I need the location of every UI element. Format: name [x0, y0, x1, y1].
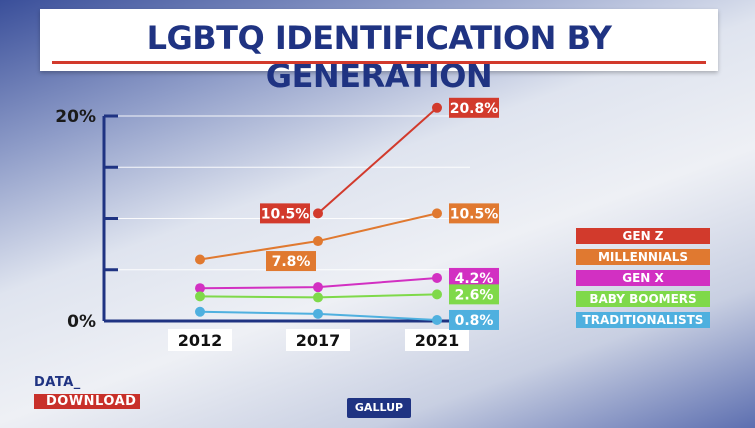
data-label-box [449, 284, 499, 305]
legend-label: BABY BOOMERS [589, 292, 696, 306]
data-point [432, 102, 442, 113]
data-label-box [449, 267, 499, 288]
data-point [313, 282, 323, 293]
x-tick-label: 2012 [178, 331, 223, 350]
legend-swatch [576, 228, 710, 244]
x-tick-label: 2017 [296, 331, 341, 350]
brand-line-2: DOWNLOAD [34, 394, 141, 409]
data-point [432, 208, 442, 219]
data-point [313, 208, 323, 219]
data-label: 10.5% [261, 206, 310, 222]
data-point [432, 289, 442, 300]
data-label: 20.8% [450, 101, 499, 117]
data-label: 10.5% [450, 206, 499, 222]
legend-label: MILLENNIALS [598, 250, 688, 264]
x-tick-label-box [168, 329, 232, 351]
data-point [195, 283, 205, 294]
data-label-box [449, 97, 499, 118]
data-label: 0.8% [455, 313, 494, 329]
data-point [195, 291, 205, 302]
y-tick-label: 20% [55, 107, 96, 127]
legend-swatch [576, 291, 710, 307]
data-label-box [449, 203, 499, 224]
data-point [313, 308, 323, 319]
data-point [313, 236, 323, 247]
legend-label: GEN Z [623, 229, 664, 243]
x-tick-label: 2021 [415, 331, 460, 350]
data-point [195, 254, 205, 265]
data-point [432, 272, 442, 283]
source-badge: GALLUP [347, 398, 411, 418]
title-underline [52, 61, 706, 64]
legend-label: GEN X [622, 271, 664, 285]
data-label: 7.8% [272, 254, 311, 270]
data-label-box [266, 251, 316, 272]
series-line [317, 107, 438, 215]
brand-line-1: DATA_ [34, 375, 81, 390]
legend-swatch [576, 312, 710, 328]
title-box: LGBTQ IDENTIFICATION BY GENERATION [40, 9, 718, 95]
data-point [432, 314, 442, 325]
x-tick-label-box [405, 329, 469, 351]
brand-logo: DATA_ DOWNLOAD [34, 375, 141, 409]
data-point [195, 306, 205, 317]
legend-swatch [576, 249, 710, 265]
data-label-box [260, 203, 310, 224]
y-tick-label: 0% [67, 312, 96, 332]
data-label: 4.2% [455, 271, 494, 287]
data-label-box [449, 309, 499, 330]
data-point [313, 292, 323, 303]
legend-swatch [576, 270, 710, 286]
legend-label: TRADITIONALISTS [583, 313, 704, 327]
data-label: 2.6% [455, 287, 494, 303]
x-tick-label-box [286, 329, 350, 351]
